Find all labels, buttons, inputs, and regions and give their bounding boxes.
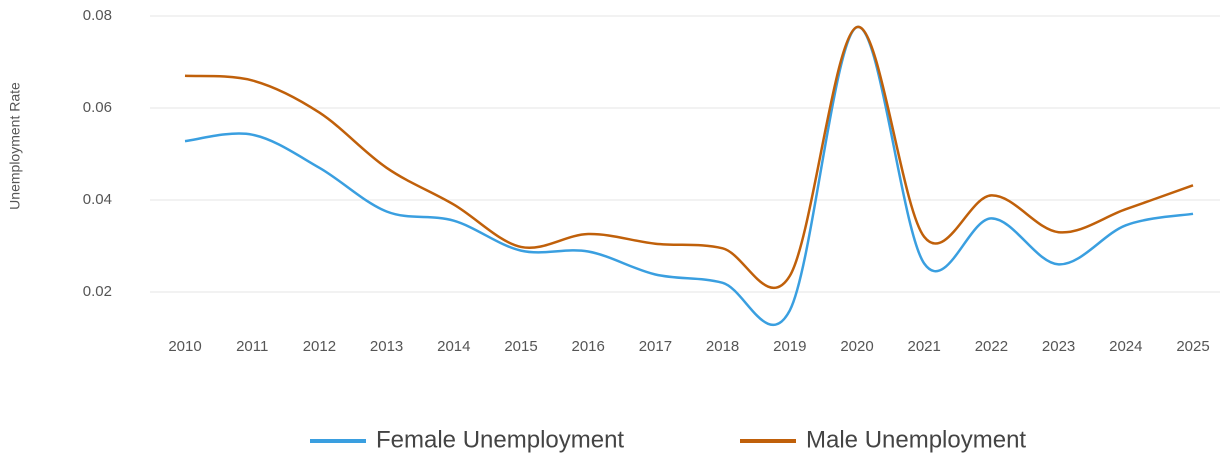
x-tick-label: 2014 [437,338,470,355]
x-tick-label: 2022 [975,338,1008,355]
x-tick-label: 2019 [773,338,806,355]
line-series [184,25,1194,327]
x-tick-label: 2020 [840,338,873,355]
y-axis-label: Unemployment Rate [7,82,23,210]
x-tick-label: 2021 [908,338,941,355]
x-tick-label: 2023 [1042,338,1075,355]
legend-label: Female Unemployment [376,426,624,453]
x-tick-label: 2016 [572,338,605,355]
x-tick-label: 2018 [706,338,739,355]
y-tick-label: 0.06 [83,99,112,116]
x-tick-label: 2017 [639,338,672,355]
x-tick-label: 2025 [1176,338,1209,355]
x-tick-label: 2010 [168,338,201,355]
x-tick-label: 2013 [370,338,403,355]
y-tick-label: 0.04 [83,191,112,208]
x-tick-label: 2011 [236,338,268,355]
line-series [184,25,1194,290]
x-tick-label: 2024 [1109,338,1142,355]
x-tick-label: 2015 [504,338,537,355]
y-tick-label: 0.02 [83,283,112,300]
x-tick-label: 2012 [303,338,336,355]
y-tick-label: 0.08 [83,7,112,24]
legend-label: Male Unemployment [806,426,1026,453]
